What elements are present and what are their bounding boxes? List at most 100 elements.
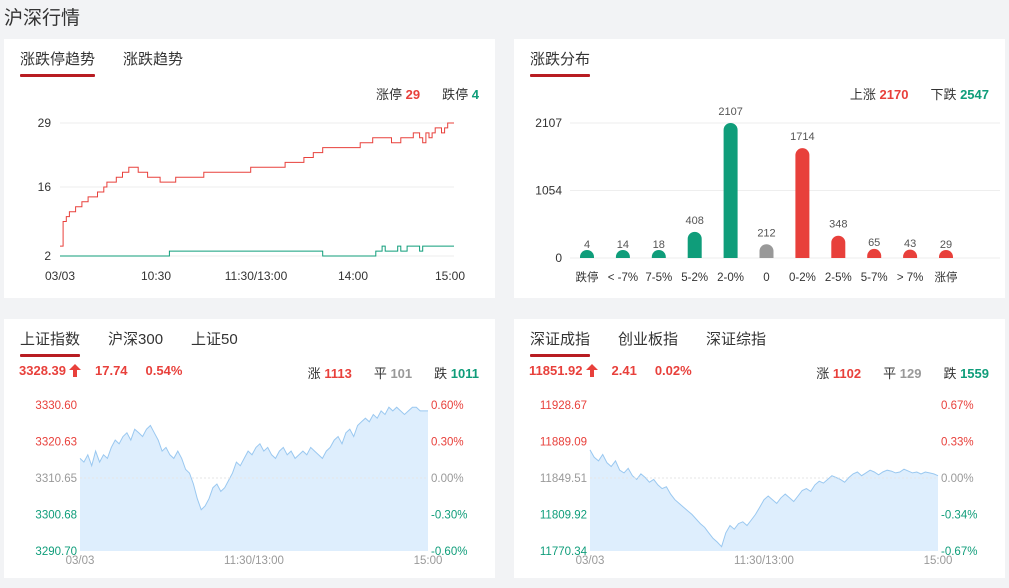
- y-tick-label: 2: [44, 249, 51, 263]
- limit-trend-panel: 涨跌停趋势 涨跌趋势 涨停 29 跌停 4 2 16 29 03/03 10:30 11:…: [4, 39, 495, 298]
- x-tick-label: 14:00: [338, 269, 368, 283]
- y-tick-label: 1054: [535, 183, 562, 197]
- fall-label: 下跌: [930, 87, 957, 102]
- x-tick-label: 2-5%: [825, 272, 852, 284]
- sh-quote-row: 3328.39 17.74 0.54% 涨 1113 平 101 跌 1011: [19, 363, 479, 381]
- x-tick-label: 5-2%: [681, 272, 708, 284]
- x-tick-label: 0-2%: [789, 272, 816, 284]
- x-tick-label: 15:00: [924, 555, 953, 567]
- x-tick-label: 涨停: [935, 270, 958, 284]
- sh-up-value: 1113: [324, 366, 352, 381]
- y-tick-label-right: 0.67%: [941, 400, 974, 412]
- tab-sz-composite[interactable]: 深证综指: [706, 331, 767, 348]
- y-tick-label-left: 3290.70: [35, 546, 77, 558]
- fall-value: 2547: [960, 87, 989, 102]
- sh-index-tabs: 上证指数 沪深300 上证50: [20, 328, 238, 357]
- y-tick-label: 16: [38, 180, 52, 194]
- x-tick-label: 2-0%: [717, 272, 744, 284]
- bar-value-label: 4: [584, 239, 590, 251]
- y-tick-label-right: -0.67%: [941, 546, 977, 558]
- rise-value: 2170: [879, 87, 909, 102]
- bar: [831, 235, 846, 258]
- sz-index-chart: 11928.67 0.67% 11889.09 0.33% 11849.51 0.00% 1…: [540, 400, 978, 567]
- sz-flat-value: 129: [899, 366, 922, 381]
- y-tick-label-left: 3320.63: [35, 437, 77, 449]
- sz-up-value: 1102: [832, 366, 862, 381]
- sh-down-label: 跌: [434, 366, 448, 381]
- y-tick-label-right: -0.60%: [431, 546, 467, 558]
- tab-sh-composite[interactable]: 上证指数: [20, 328, 81, 357]
- distribution-tabs: 涨跌分布: [530, 48, 591, 77]
- tab-csi300[interactable]: 沪深300: [108, 331, 164, 348]
- bar: [687, 231, 702, 258]
- sz-down-value: 1559: [960, 366, 989, 381]
- sz-up-label: 涨: [816, 366, 830, 381]
- up-arrow-icon: [585, 364, 598, 377]
- page-title: 沪深行情: [4, 8, 81, 29]
- limit-stats: 涨停 29 跌停 4: [376, 84, 479, 103]
- bar-value-label: 29: [940, 239, 952, 251]
- distribution-chart: 0 1054 2107 4 跌停 14 < -7% 18 7-5% 408 5-2% 2107 2-0%…: [535, 106, 1000, 284]
- bar: [759, 244, 774, 258]
- y-tick-label-right: 0.33%: [941, 437, 974, 449]
- y-tick-label-left: 11889.09: [540, 437, 587, 449]
- distribution-stats: 上涨 2170 下跌 2547: [850, 84, 989, 103]
- x-tick-label: 03/03: [66, 555, 95, 567]
- x-tick-label: 11:30/13:00: [224, 555, 284, 567]
- y-tick-label: 2107: [535, 116, 562, 130]
- sz-index-panel: 深证成指 创业板指 深证综指 11851.92 2.41 0.02% 涨 110…: [514, 319, 1005, 578]
- sh-flat-label: 平: [373, 366, 387, 381]
- bar: [795, 148, 810, 258]
- sz-change-pct: 0.02%: [654, 363, 692, 378]
- bar-value-label: 18: [653, 239, 665, 251]
- y-tick-label-left: 11849.51: [540, 473, 587, 485]
- y-tick-label-right: 0.00%: [941, 473, 974, 485]
- x-tick-label: 5-7%: [861, 272, 888, 284]
- bar-value-label: 43: [904, 238, 916, 250]
- x-tick-label: 15:00: [435, 269, 465, 283]
- bar: [651, 250, 666, 258]
- sz-down-label: 跌: [943, 366, 957, 381]
- sh-up-label: 涨: [307, 366, 321, 381]
- sh-down-value: 1011: [450, 366, 479, 381]
- y-tick-label-right: 0.30%: [431, 437, 464, 449]
- sh-index-panel: 上证指数 沪深300 上证50 3328.39 17.74 0.54% 涨 11…: [4, 319, 495, 578]
- bar-value-label: 408: [686, 215, 704, 227]
- y-tick-label-left: 3310.65: [35, 473, 77, 485]
- y-tick-label-right: 0.60%: [431, 400, 464, 412]
- sz-flat-label: 平: [883, 366, 897, 381]
- x-tick-label: 03/03: [576, 555, 605, 567]
- y-tick-label: 29: [38, 116, 52, 130]
- x-tick-label: 10:30: [141, 269, 171, 283]
- y-tick-label-left: 3330.60: [35, 400, 77, 412]
- sh-index-chart: 3330.60 0.60% 3320.63 0.30% 3310.65 0.00% 3300…: [35, 400, 467, 567]
- sh-flat-value: 101: [390, 366, 413, 381]
- sh-change: 17.74: [95, 363, 128, 378]
- bar-value-label: 348: [829, 219, 847, 231]
- tab-up-down-trend[interactable]: 涨跌趋势: [123, 51, 184, 68]
- x-tick-label: 15:00: [414, 555, 443, 567]
- tab-sse50[interactable]: 上证50: [191, 331, 238, 348]
- limit-trend-tabs: 涨跌停趋势 涨跌趋势: [20, 48, 183, 77]
- limit-down-value: 4: [471, 87, 479, 102]
- bar-value-label: 1714: [790, 131, 814, 143]
- bar-value-label: 65: [868, 237, 880, 249]
- y-tick-label-right: -0.34%: [941, 510, 977, 522]
- limit-up-label: 涨停: [376, 87, 403, 102]
- sz-quote-row: 11851.92 2.41 0.02% 涨 1102 平 129 跌 1559: [529, 363, 989, 381]
- sh-change-pct: 0.54%: [145, 363, 183, 378]
- price-line: [589, 449, 939, 548]
- sh-price: 3328.39: [19, 363, 66, 378]
- bar: [580, 250, 594, 258]
- tab-limit-trend[interactable]: 涨跌停趋势: [20, 48, 96, 77]
- tab-sz-component[interactable]: 深证成指: [530, 328, 591, 357]
- bar-value-label: 14: [617, 239, 629, 251]
- y-tick-label-right: 0.00%: [431, 473, 464, 485]
- limit-up-value: 29: [405, 87, 421, 102]
- limit-trend-chart: 2 16 29 03/03 10:30 11:30/13:00 14:00 15:00: [38, 116, 466, 283]
- limit-down-series-line: [60, 245, 454, 257]
- price-area: [80, 407, 428, 551]
- bar: [867, 248, 882, 258]
- tab-distribution[interactable]: 涨跌分布: [530, 48, 591, 77]
- tab-chinext[interactable]: 创业板指: [618, 331, 679, 348]
